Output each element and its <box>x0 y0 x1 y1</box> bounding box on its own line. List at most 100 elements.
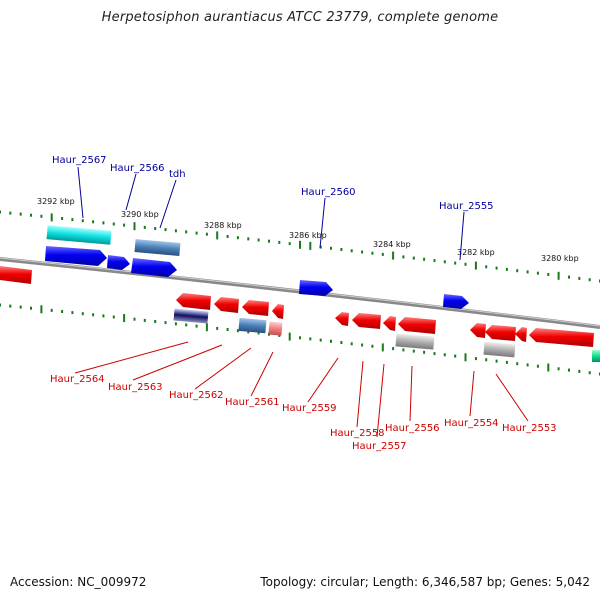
minor-tick <box>123 223 126 227</box>
minor-tick <box>319 338 322 342</box>
major-tick <box>474 261 477 270</box>
gene-feature[interactable] <box>592 350 600 362</box>
minor-tick <box>526 363 529 367</box>
gene-label[interactable]: Haur_2558 <box>330 428 385 439</box>
gene-feature[interactable] <box>242 300 269 316</box>
minor-tick <box>423 257 426 261</box>
gene-feature[interactable] <box>272 304 284 319</box>
gene-label[interactable]: Haur_2566 <box>110 163 165 174</box>
minor-tick <box>340 341 343 344</box>
major-tick <box>547 363 550 372</box>
gene-feature[interactable] <box>107 255 130 270</box>
gene-label[interactable]: Haur_2560 <box>301 187 356 198</box>
gene-feature[interactable] <box>485 325 516 341</box>
gene-feature[interactable] <box>268 321 283 336</box>
gene-label[interactable]: Haur_2559 <box>282 403 337 414</box>
minor-tick <box>536 364 539 368</box>
gene-feature[interactable] <box>398 317 436 334</box>
gene-feature[interactable] <box>352 313 381 329</box>
minor-tick <box>19 212 22 216</box>
minor-tick <box>495 266 498 270</box>
gene-feature[interactable] <box>173 308 209 324</box>
minor-tick <box>568 368 570 372</box>
minor-tick <box>516 362 519 366</box>
gene-label[interactable]: Haur_2556 <box>385 423 440 434</box>
gene-label[interactable]: tdh <box>169 169 186 180</box>
major-tick <box>309 241 312 250</box>
minor-tick <box>381 252 384 256</box>
gene-feature[interactable] <box>134 239 181 256</box>
gene-feature[interactable] <box>45 246 107 266</box>
minor-tick <box>423 350 426 354</box>
gene-feature[interactable] <box>515 327 527 342</box>
major-tick <box>50 213 53 222</box>
gene-feature[interactable] <box>470 323 486 338</box>
gene-label[interactable]: Haur_2554 <box>444 418 499 429</box>
scale-label: 3280 kbp <box>541 254 579 263</box>
gene-label[interactable]: Haur_2562 <box>169 390 224 401</box>
minor-tick <box>143 318 146 322</box>
gene-label[interactable]: Haur_2561 <box>225 397 280 408</box>
minor-tick <box>30 306 32 310</box>
gene-feature[interactable] <box>131 258 177 277</box>
minor-tick <box>19 305 22 309</box>
minor-tick <box>505 360 508 364</box>
major-tick <box>464 353 467 362</box>
minor-tick <box>185 230 188 234</box>
scale-label: 3282 kbp <box>457 248 495 257</box>
gene-label[interactable]: Haur_2555 <box>439 201 494 212</box>
major-tick <box>557 271 560 280</box>
minor-tick <box>236 329 239 333</box>
gene-feature[interactable] <box>0 266 32 284</box>
minor-tick <box>340 248 343 251</box>
minor-tick <box>412 349 415 353</box>
minor-tick <box>268 239 270 243</box>
gene-feature[interactable] <box>483 341 516 358</box>
minor-tick <box>216 326 219 330</box>
gene-feature[interactable] <box>46 225 112 245</box>
gene-feature[interactable] <box>299 280 333 296</box>
gene-feature[interactable] <box>383 316 396 331</box>
minor-tick <box>361 250 364 254</box>
gene-feature[interactable] <box>238 317 267 334</box>
gene-label[interactable]: Haur_2553 <box>502 423 557 434</box>
minor-tick <box>495 359 498 363</box>
gene-feature[interactable] <box>443 294 469 309</box>
minor-tick <box>433 259 436 263</box>
scale-label: 3286 kbp <box>289 231 327 240</box>
minor-tick <box>330 339 332 343</box>
gene-feature[interactable] <box>176 293 211 310</box>
minor-tick <box>330 246 332 250</box>
forward-label-leaders <box>77 166 465 261</box>
gene-label[interactable]: Haur_2564 <box>50 374 105 385</box>
minor-tick <box>257 238 260 242</box>
major-tick <box>40 305 43 314</box>
minor-tick <box>185 323 188 327</box>
gene-label[interactable]: Haur_2567 <box>52 155 107 166</box>
minor-tick <box>236 236 239 240</box>
gene-label[interactable]: Haur_2563 <box>108 382 163 393</box>
forward-strand-features <box>45 225 469 309</box>
minor-tick <box>547 273 550 276</box>
minor-tick <box>50 308 53 312</box>
gene-label[interactable]: Haur_2557 <box>352 441 407 452</box>
minor-tick <box>371 251 374 255</box>
minor-tick <box>92 220 95 224</box>
minor-tick <box>578 276 581 280</box>
scale-label: 3292 kbp <box>37 197 75 206</box>
minor-tick <box>536 271 539 275</box>
minor-tick <box>485 358 488 362</box>
gene-feature[interactable] <box>335 312 349 326</box>
genome-title: Herpetosiphon aurantiacus ATCC 23779, co… <box>101 10 499 25</box>
accession-text: Accession: NC_009972 <box>10 575 147 589</box>
scale-label: 3284 kbp <box>373 240 411 249</box>
major-tick <box>299 240 301 249</box>
gene-feature[interactable] <box>529 328 594 347</box>
minor-tick <box>402 255 405 259</box>
gene-feature[interactable] <box>395 333 435 350</box>
gene-feature[interactable] <box>214 297 239 313</box>
genome-summary-text: Topology: circular; Length: 6,346,587 bp… <box>260 575 590 589</box>
minor-tick <box>143 225 146 229</box>
minor-tick <box>112 315 115 319</box>
